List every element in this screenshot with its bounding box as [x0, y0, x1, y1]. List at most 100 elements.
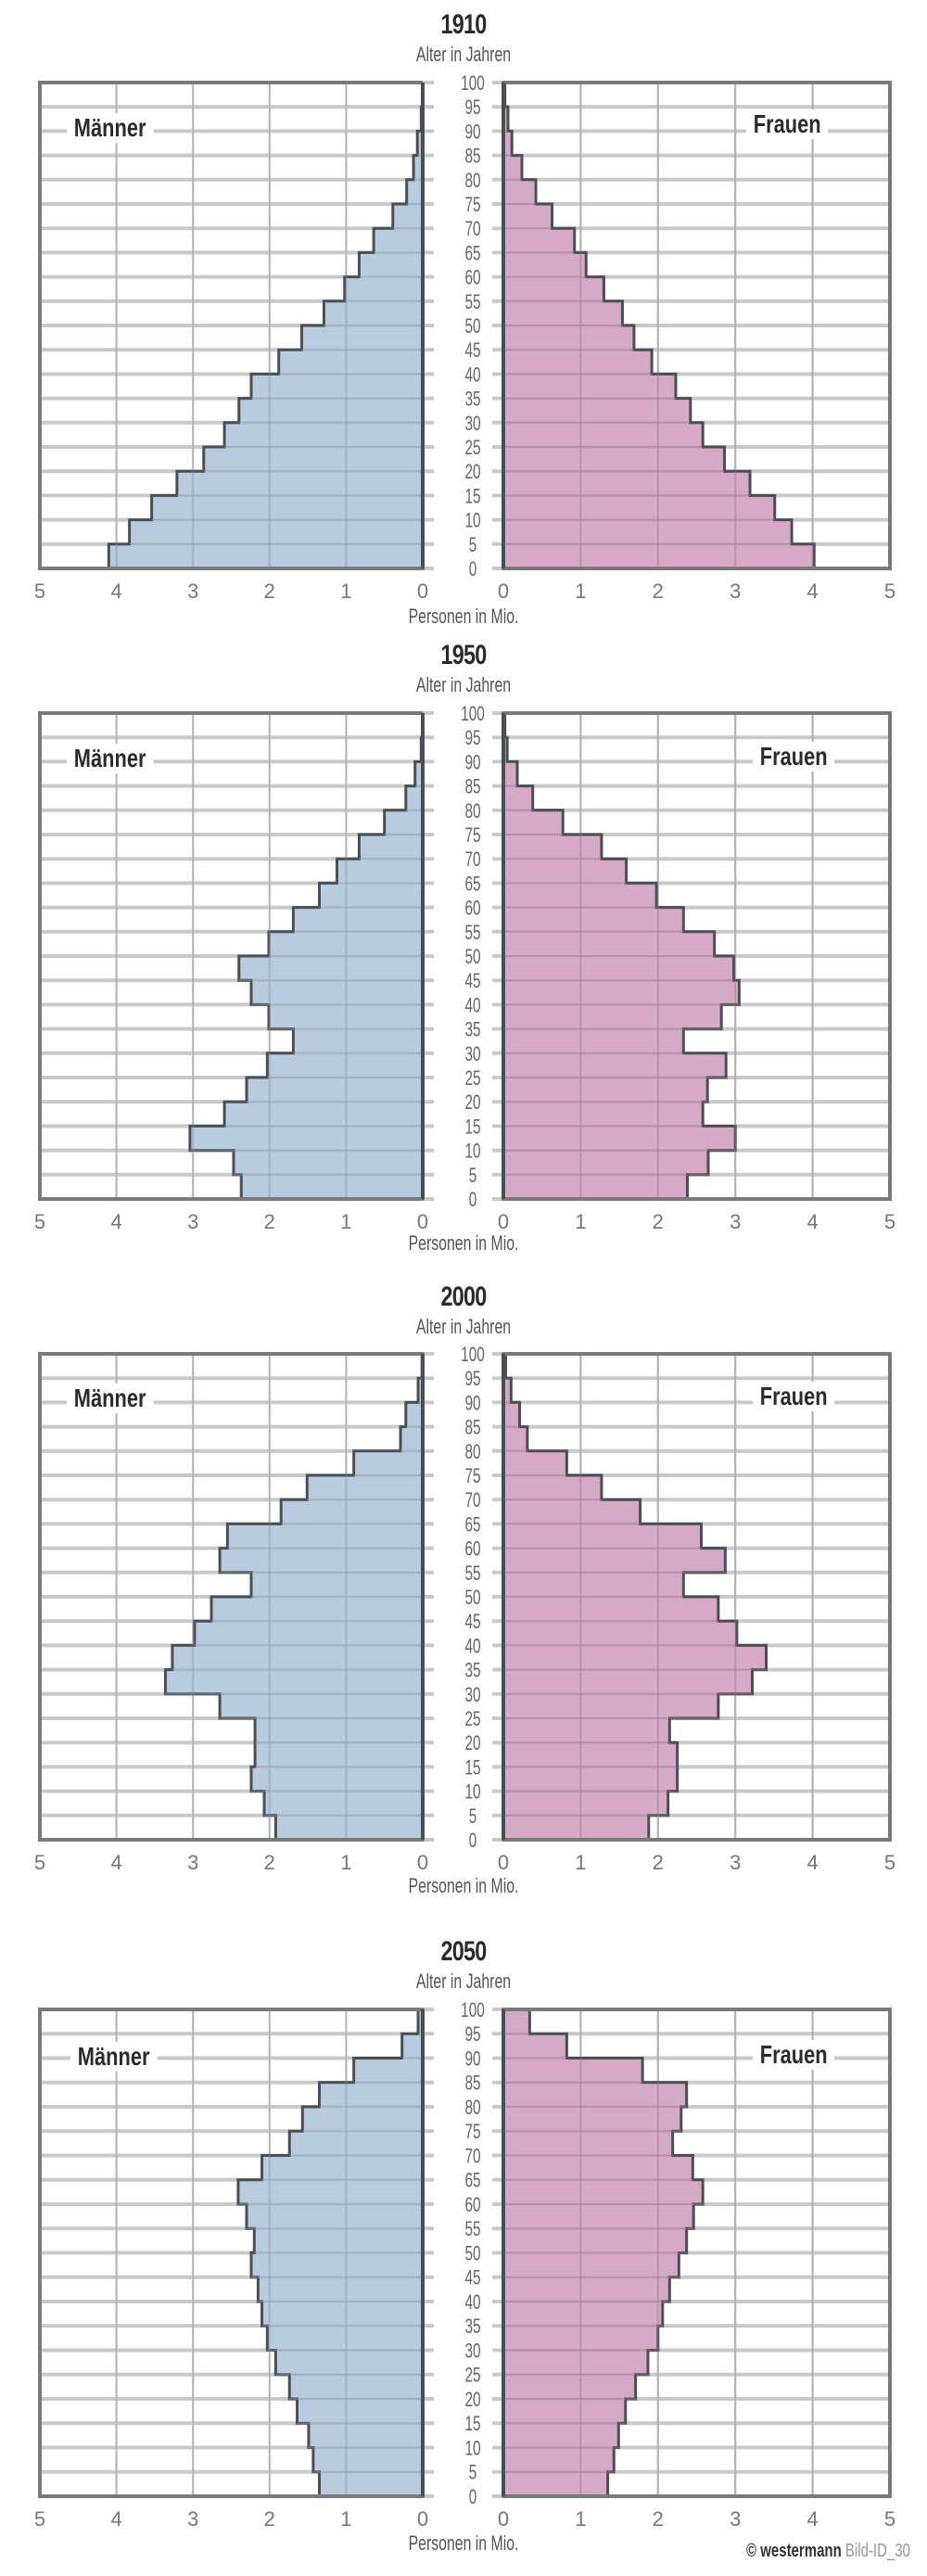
- x-tick-label: 0: [417, 2507, 428, 2531]
- age-tick-label: 70: [464, 2146, 480, 2168]
- age-tick-label: 30: [464, 2340, 480, 2363]
- chart-title: 2050: [440, 1936, 488, 1967]
- age-tick-label: 90: [464, 121, 480, 144]
- x-tick-label: 4: [110, 2507, 121, 2531]
- x-tick-label: 5: [34, 1851, 45, 1874]
- age-tick-label: 0: [469, 558, 477, 580]
- x-tick-label: 2: [653, 1851, 664, 1874]
- age-tick-label: 85: [464, 146, 480, 168]
- age-tick-label: 25: [464, 1067, 480, 1090]
- pyramid-plot: 0510152025303540455055606570758085909510…: [34, 1344, 895, 1874]
- x-tick-label: 5: [34, 2507, 45, 2531]
- age-tick-label: 75: [464, 824, 480, 847]
- age-tick-label: 95: [464, 728, 480, 750]
- age-axis-label: Alter in Jahren: [415, 43, 512, 66]
- age-tick-label: 95: [464, 2024, 480, 2047]
- x-tick-label: 0: [498, 2507, 509, 2531]
- age-tick-label: 65: [464, 2170, 480, 2192]
- x-tick-label: 3: [730, 1851, 741, 1874]
- pyramid-1950: 1950 Alter in Jahren 0 5 10 15 20 25 30 35 40 45 5…: [0, 640, 927, 1283]
- pyramid-1910: 1910 Alter in Jahren 0 5 10 15 20 25 30 35 40 45 5…: [0, 0, 927, 644]
- x-tick-label: 0: [498, 1210, 509, 1233]
- age-tick-label: 80: [464, 170, 480, 192]
- age-tick-label: 100: [461, 1344, 485, 1366]
- x-tick-label: 5: [884, 580, 895, 603]
- x-tick-label: 2: [653, 1210, 664, 1233]
- x-tick-label: 2: [264, 1210, 275, 1233]
- age-tick-label: 100: [461, 703, 485, 725]
- x-tick-label: 0: [417, 1210, 428, 1233]
- age-tick-label: 100: [461, 72, 485, 95]
- women-bars: [502, 1352, 768, 1842]
- age-tick-label: 0: [469, 2486, 477, 2508]
- age-tick-label: 90: [464, 2048, 480, 2071]
- age-tick-label: 10: [464, 2438, 480, 2460]
- x-tick-label: 1: [340, 580, 351, 603]
- age-tick-label: 60: [464, 267, 480, 289]
- age-tick-label: 25: [464, 1708, 480, 1730]
- publisher-credit: © westermann Bild-ID_30: [746, 2541, 910, 2562]
- x-tick-label: 2: [653, 580, 664, 603]
- x-tick-label: 4: [806, 1851, 818, 1874]
- age-tick-label: 45: [464, 2267, 480, 2289]
- x-tick-label: 5: [884, 1210, 895, 1233]
- age-tick-label: 85: [464, 1417, 480, 1439]
- x-tick-label: 4: [110, 1210, 121, 1233]
- women-label: Frauen: [753, 1382, 835, 1411]
- age-tick-label: 45: [464, 340, 480, 363]
- age-tick-label: 60: [464, 1538, 480, 1561]
- age-tick-label: 95: [464, 1369, 480, 1391]
- pyramid-2000: 2000 Alter in Jahren 0 5 10 15 20 25 30 35 40 45 5…: [0, 1280, 927, 1923]
- chart-title: 2000: [440, 1282, 488, 1312]
- women-label: Frauen: [746, 109, 829, 139]
- x-tick-label: 3: [187, 1851, 198, 1874]
- x-axis-label: Personen in Mio.: [408, 1231, 519, 1255]
- age-tick-label: 15: [464, 486, 480, 508]
- x-tick-label: 4: [110, 580, 121, 603]
- age-tick-label: 30: [464, 1684, 480, 1706]
- age-tick-label: 10: [464, 1781, 480, 1804]
- men-bars: [107, 83, 425, 570]
- age-tick-label: 15: [464, 1116, 480, 1139]
- x-tick-label: 3: [187, 1210, 198, 1233]
- men-label: Männer: [67, 113, 154, 143]
- age-tick-label: 30: [464, 413, 480, 435]
- age-tick-label: 5: [469, 1805, 477, 1828]
- age-tick-label: 20: [464, 1733, 480, 1755]
- x-tick-label: 5: [34, 580, 45, 603]
- age-tick-label: 50: [464, 1587, 480, 1609]
- x-tick-label: 5: [884, 2507, 895, 2531]
- age-tick-label: 70: [464, 849, 480, 872]
- age-tick-label: 95: [464, 97, 480, 120]
- x-tick-label: 4: [110, 1851, 121, 1874]
- age-tick-label: 15: [464, 1757, 480, 1779]
- chart-title: 1910: [440, 9, 488, 40]
- x-tick-label: 1: [575, 1851, 586, 1874]
- women-bars: [502, 81, 816, 570]
- x-tick-label: 2: [653, 2507, 664, 2531]
- age-tick-label: 10: [464, 1141, 480, 1163]
- age-tick-label: 35: [464, 1019, 480, 1041]
- age-tick-label: 5: [469, 2462, 477, 2484]
- pyramid-2050: 2050 Alter in Jahren 0 5 10 15 20 25 30 35 40 45 5…: [0, 1927, 927, 2570]
- women-bars: [502, 711, 741, 1201]
- age-tick-label: 70: [464, 219, 480, 241]
- age-tick-label: 35: [464, 389, 480, 411]
- publisher-name: © westermann: [746, 2541, 842, 2561]
- age-tick-label: 50: [464, 315, 480, 338]
- age-tick-label: 65: [464, 243, 480, 265]
- age-axis-label: Alter in Jahren: [415, 673, 512, 696]
- age-tick-label: 60: [464, 898, 480, 920]
- x-tick-label: 1: [575, 2507, 586, 2531]
- age-tick-label: 80: [464, 2097, 480, 2119]
- x-tick-label: 0: [498, 580, 509, 603]
- age-tick-label: 65: [464, 1514, 480, 1537]
- age-tick-label: 50: [464, 2243, 480, 2265]
- age-tick-label: 25: [464, 437, 480, 459]
- x-axis-label: Personen in Mio.: [408, 605, 519, 628]
- age-tick-label: 80: [464, 800, 480, 823]
- age-tick-label: 55: [464, 922, 480, 944]
- age-tick-label: 35: [464, 2316, 480, 2339]
- x-tick-label: 5: [884, 1851, 895, 1874]
- age-tick-label: 40: [464, 995, 480, 1017]
